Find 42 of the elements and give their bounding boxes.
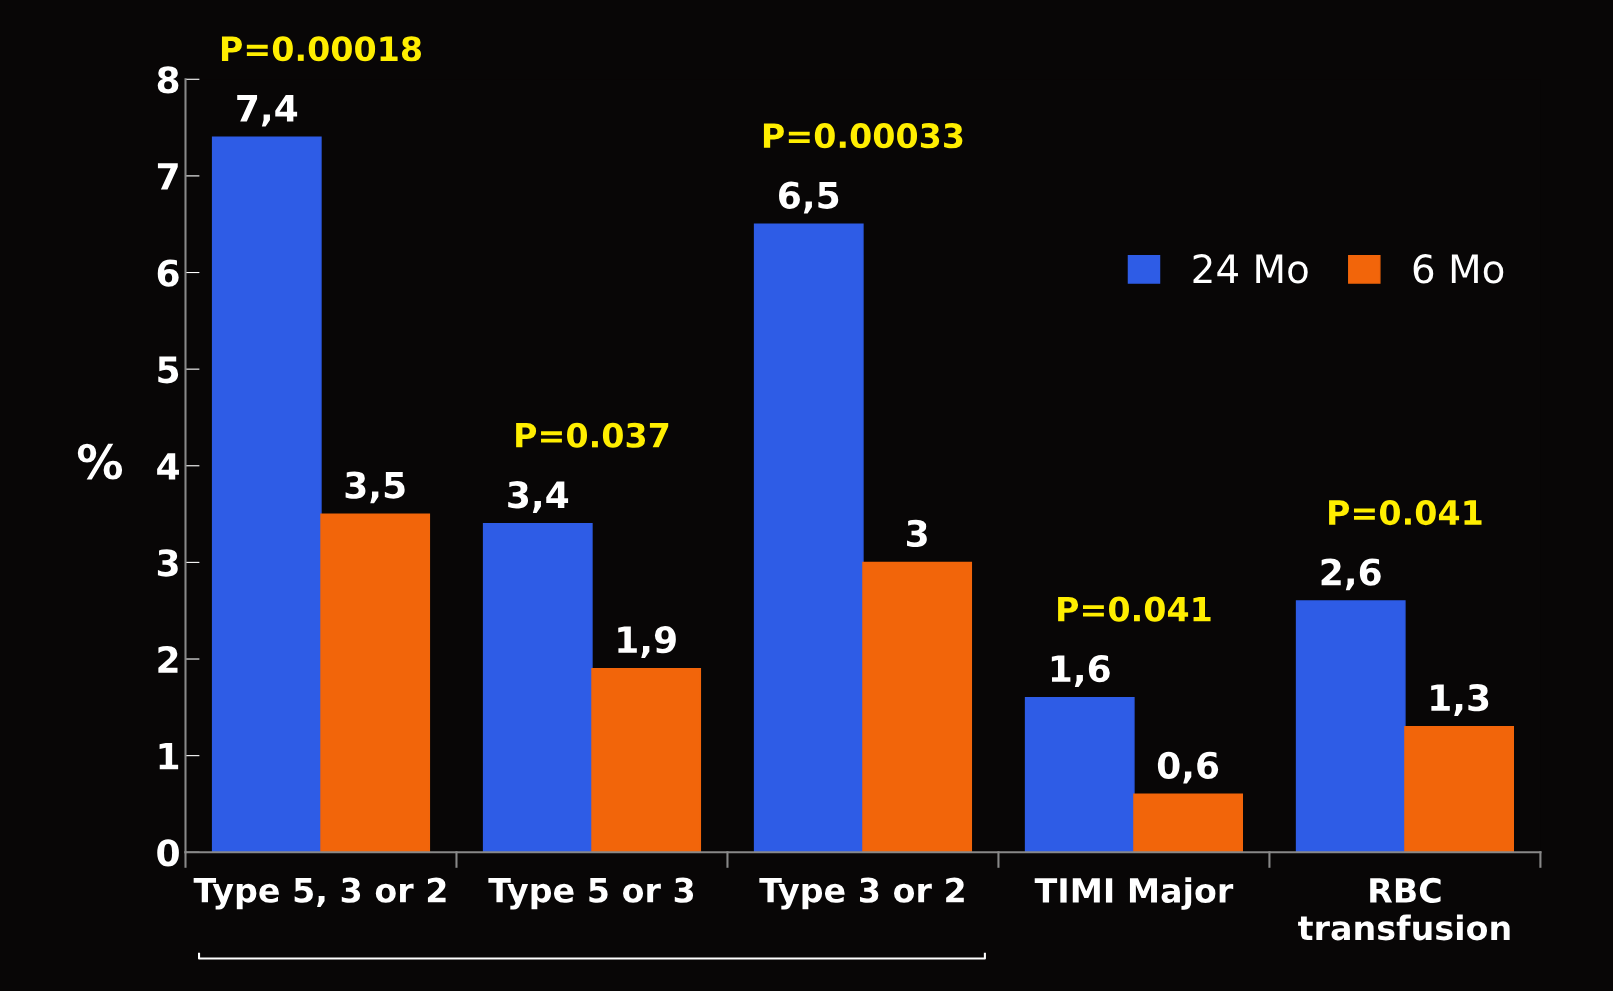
y-tick-label: 5 xyxy=(158,356,179,384)
annotation: P=0.041 xyxy=(1329,499,1482,526)
y-tick-label: 3 xyxy=(157,549,178,577)
bar xyxy=(320,513,431,853)
data-label: 6,5 xyxy=(779,181,839,214)
x-tick-label: Type 3 or 2 xyxy=(759,877,964,910)
data-label: 1,3 xyxy=(1431,684,1489,716)
data-label: 2,6 xyxy=(1321,558,1381,591)
data-label: 0,6 xyxy=(1157,751,1219,784)
data-label: 1,6 xyxy=(1051,655,1110,687)
data-label: 7,4 xyxy=(237,95,298,127)
y-tick-label: 8 xyxy=(157,66,179,94)
annotation: P=0.037 xyxy=(516,422,669,448)
data-label: 3,4 xyxy=(508,481,569,514)
bar xyxy=(1404,725,1515,853)
data-label: 3,5 xyxy=(345,471,405,504)
bar xyxy=(753,223,864,853)
y-tick-label: 1 xyxy=(159,743,179,770)
legend-label: 6 Mo xyxy=(1413,254,1504,284)
y-tick-label: 6 xyxy=(157,259,179,287)
legend-label: 24 Mo xyxy=(1193,254,1308,284)
y-axis-title: % xyxy=(77,443,123,480)
y-tick-label: 7 xyxy=(157,163,178,190)
x-tick-label: Type 5 or 3 xyxy=(488,877,694,910)
bar xyxy=(1295,600,1406,853)
y-tick-label: 2 xyxy=(158,645,178,673)
y-tick-label: 0 xyxy=(157,839,179,867)
bar xyxy=(1133,793,1244,853)
data-label: 3 xyxy=(907,519,927,548)
x-tick-label: TIMI Major xyxy=(1034,877,1234,910)
x-tick-label: Type 5, 3 or 2 xyxy=(193,877,446,910)
text: P=0.00018 xyxy=(221,36,422,62)
bar xyxy=(482,523,593,853)
bar xyxy=(1024,696,1135,853)
bar xyxy=(591,667,702,853)
bar xyxy=(862,561,973,853)
annotation: P=0.041 xyxy=(1058,596,1211,622)
annotation: P=0.00033 xyxy=(763,123,963,149)
bar xyxy=(211,136,322,853)
data-label: 1,9 xyxy=(618,626,676,658)
y-tick-label: 4 xyxy=(157,453,179,480)
x-tick-label: RBC transfusion xyxy=(1298,877,1510,941)
